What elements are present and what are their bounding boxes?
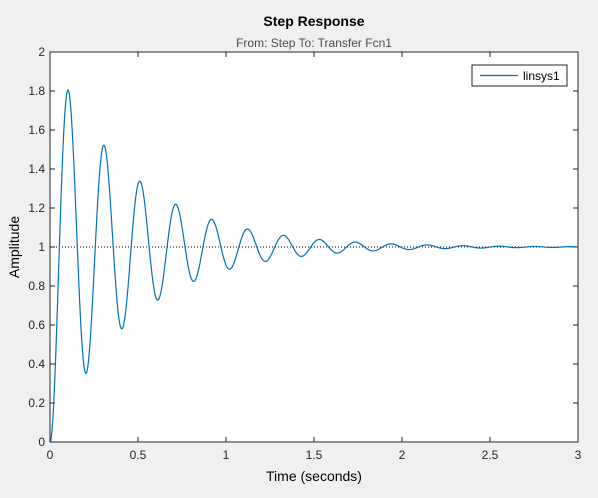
x-tick-label: 1.5 bbox=[306, 448, 323, 462]
chart-subtitle: From: Step To: Transfer Fcn1 bbox=[236, 36, 392, 50]
legend[interactable]: linsys1 bbox=[471, 64, 568, 87]
x-tick-label: 1 bbox=[223, 448, 230, 462]
y-tick-label: 1.6 bbox=[28, 123, 45, 137]
y-tick-label: 2 bbox=[38, 45, 45, 59]
y-tick-label: 0.4 bbox=[28, 357, 45, 371]
chart-title: Step Response bbox=[263, 13, 364, 29]
x-tick-label: 0.5 bbox=[130, 448, 147, 462]
y-tick-label: 0.2 bbox=[28, 396, 45, 410]
legend-box bbox=[471, 64, 568, 87]
y-tick-label: 1.4 bbox=[28, 162, 45, 176]
y-tick-label: 1.2 bbox=[28, 201, 45, 215]
y-tick-label: 0.6 bbox=[28, 318, 45, 332]
plot-frame bbox=[49, 51, 579, 443]
legend-label-linsys1: linsys1 bbox=[523, 69, 560, 83]
x-tick-label: 2 bbox=[399, 448, 406, 462]
y-tick-label: 0 bbox=[38, 435, 45, 449]
series-line-linsys1[interactable] bbox=[49, 89, 579, 443]
y-axis-label: Amplitude bbox=[6, 216, 22, 278]
y-tick-label: 1.8 bbox=[28, 84, 45, 98]
ticks-layer: 0 0.5 1 1.5 2 2.5 3 0 0.2 0.4 0.6 0.8 1 1.2 1.4 1.6 1.8 2 bbox=[28, 45, 581, 462]
y-tick-label: 1 bbox=[38, 240, 45, 254]
x-tick-label: 0 bbox=[47, 448, 54, 462]
x-tick-label: 2.5 bbox=[482, 448, 499, 462]
x-tick-label: 3 bbox=[575, 448, 582, 462]
x-axis-label: Time (seconds) bbox=[266, 468, 362, 484]
y-tick-label: 0.8 bbox=[28, 279, 45, 293]
